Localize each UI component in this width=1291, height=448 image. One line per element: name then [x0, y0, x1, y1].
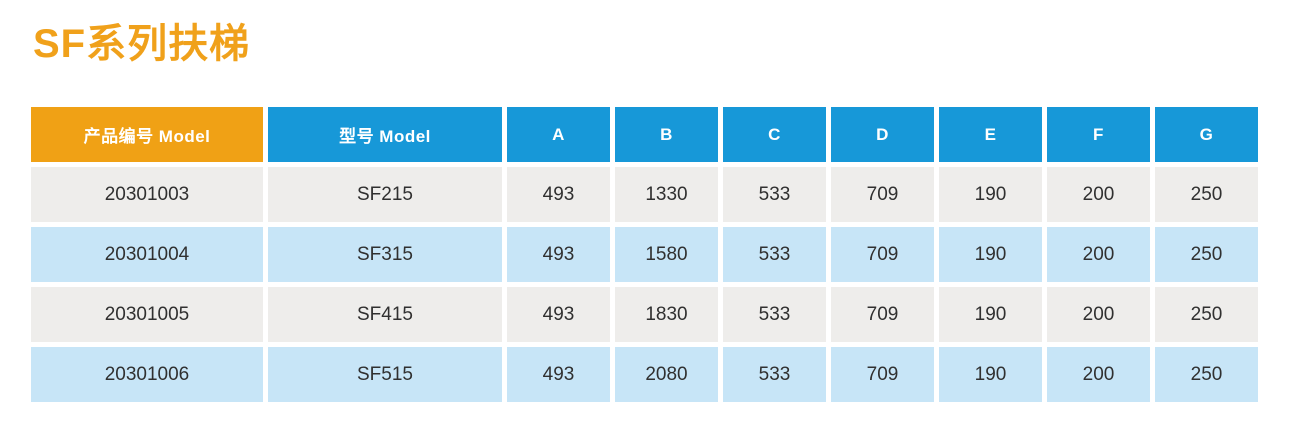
table-cell: 1580 [615, 227, 718, 282]
table-cell: SF215 [268, 167, 502, 222]
table-cell: 190 [939, 287, 1042, 342]
table-cell: 250 [1155, 167, 1258, 222]
table-cell: 200 [1047, 347, 1150, 402]
table-cell: 709 [831, 347, 934, 402]
table-cell: SF415 [268, 287, 502, 342]
spec-table: 产品编号 Model 型号 Model A B C D E F G 20301003 SF215 49… [31, 107, 1258, 402]
table-cell: 533 [723, 227, 826, 282]
table-cell: 709 [831, 167, 934, 222]
table-cell: 533 [723, 167, 826, 222]
header-cell: C [723, 107, 826, 162]
header-cell: A [507, 107, 610, 162]
table-cell: 20301004 [31, 227, 263, 282]
header-cell: E [939, 107, 1042, 162]
table-cell: 190 [939, 167, 1042, 222]
table-cell: 1330 [615, 167, 718, 222]
table-cell: 533 [723, 287, 826, 342]
table-cell: 493 [507, 287, 610, 342]
table-cell: 20301006 [31, 347, 263, 402]
table-cell: 190 [939, 227, 1042, 282]
header-cell: 产品编号 Model [31, 107, 263, 162]
table-cell: 200 [1047, 167, 1150, 222]
page-title: SF系列扶梯 [33, 22, 251, 66]
table-cell: 493 [507, 227, 610, 282]
header-cell: 型号 Model [268, 107, 502, 162]
table-cell: 2080 [615, 347, 718, 402]
header-cell: B [615, 107, 718, 162]
table-cell: 709 [831, 227, 934, 282]
table-cell: SF315 [268, 227, 502, 282]
table-cell: 493 [507, 167, 610, 222]
table-cell: 250 [1155, 287, 1258, 342]
table-cell: SF515 [268, 347, 502, 402]
table-cell: 190 [939, 347, 1042, 402]
table-cell: 200 [1047, 287, 1150, 342]
table-cell: 250 [1155, 227, 1258, 282]
table-cell: 200 [1047, 227, 1150, 282]
table-cell: 533 [723, 347, 826, 402]
table-cell: 709 [831, 287, 934, 342]
table-cell: 20301005 [31, 287, 263, 342]
header-cell: D [831, 107, 934, 162]
table-cell: 250 [1155, 347, 1258, 402]
table-cell: 20301003 [31, 167, 263, 222]
header-cell: F [1047, 107, 1150, 162]
header-cell: G [1155, 107, 1258, 162]
table-cell: 1830 [615, 287, 718, 342]
table-cell: 493 [507, 347, 610, 402]
